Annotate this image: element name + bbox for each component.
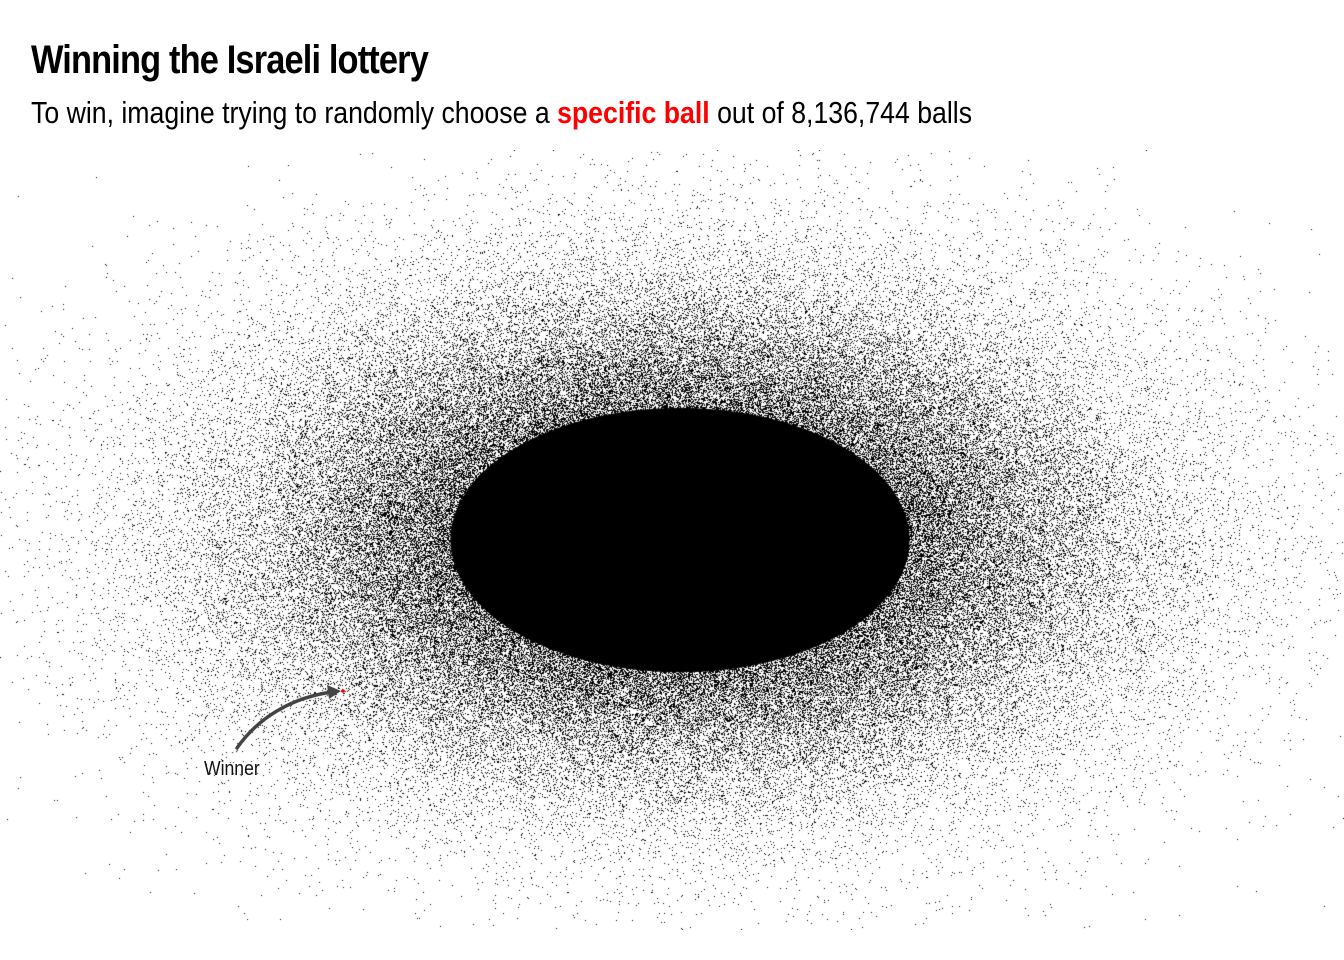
winner-point bbox=[341, 689, 345, 693]
winner-arrow bbox=[235, 690, 335, 750]
winner-arrowhead bbox=[327, 685, 341, 699]
chart-subtitle: To win, imagine trying to randomly choos… bbox=[31, 95, 972, 131]
chart-title: Winning the Israeli lottery bbox=[31, 38, 429, 82]
scatter-point-cloud bbox=[0, 150, 1344, 930]
subtitle-after: out of 8,136,744 balls bbox=[709, 95, 973, 130]
subtitle-before: To win, imagine trying to randomly choos… bbox=[31, 95, 558, 130]
winner-label: Winner bbox=[204, 757, 260, 779]
subtitle-highlight: specific ball bbox=[557, 95, 710, 130]
annotation-layer: Winner bbox=[204, 685, 345, 779]
